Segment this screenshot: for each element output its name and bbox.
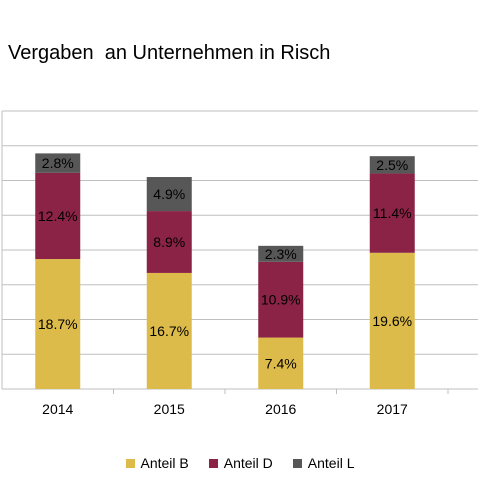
x-tick-label: 2014 <box>42 401 73 417</box>
data-label: 18.7% <box>38 316 78 332</box>
chart-title: Vergaben an Unternehmen in Risch <box>8 42 331 64</box>
data-label: 4.9% <box>153 186 185 202</box>
legend-swatch-anteil-d <box>208 458 218 468</box>
legend-item-anteil-d: Anteil D <box>208 455 273 471</box>
bar-segment <box>369 252 415 389</box>
legend-label-anteil-d: Anteil D <box>223 455 273 471</box>
legend-item-anteil-b: Anteil B <box>125 455 189 471</box>
x-tick-label: 2017 <box>377 401 408 417</box>
legend-label-anteil-l: Anteil L <box>307 455 355 471</box>
bar-segment <box>369 156 415 174</box>
bar-segment <box>35 153 81 173</box>
bar-segment <box>369 173 415 253</box>
data-label: 16.7% <box>149 323 189 339</box>
data-label: 11.4% <box>373 205 412 221</box>
data-label: 7.4% <box>265 355 297 371</box>
data-label: 19.6% <box>372 313 412 329</box>
bar-segment <box>258 245 304 262</box>
legend-label-anteil-b: Anteil B <box>140 455 189 471</box>
bar-segment <box>35 259 81 389</box>
legend-item-anteil-l: Anteil L <box>292 455 355 471</box>
bar-segment <box>146 177 192 212</box>
legend-swatch-anteil-b <box>125 458 135 468</box>
chart-legend: Anteil B Anteil D Anteil L <box>0 455 480 471</box>
legend-swatch-anteil-l <box>292 458 302 468</box>
data-label: 2.5% <box>376 157 408 173</box>
data-label: 10.9% <box>261 292 301 308</box>
data-label: 8.9% <box>153 234 185 250</box>
data-label: 2.8% <box>42 155 74 171</box>
bar-segment <box>258 337 304 389</box>
bar-segment <box>258 261 304 338</box>
x-tick-label: 2016 <box>265 401 296 417</box>
bar-segment <box>146 211 192 273</box>
data-label: 2.3% <box>265 246 297 262</box>
x-tick-label: 2015 <box>154 401 185 417</box>
data-label: 12.4% <box>38 208 78 224</box>
bar-segment <box>146 272 192 389</box>
bar-segment <box>35 172 81 260</box>
